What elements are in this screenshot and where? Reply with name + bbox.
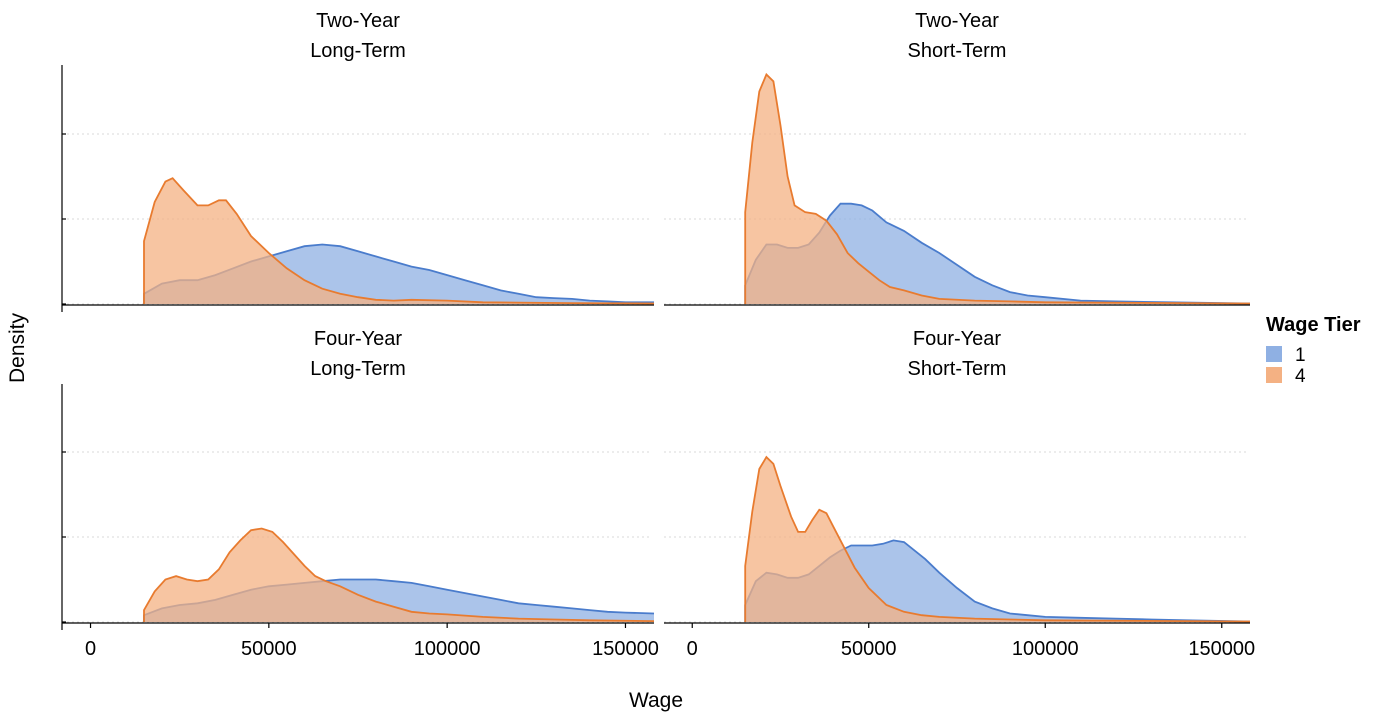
- panel-title-line2: Short-Term: [908, 358, 1007, 380]
- density-area-tier-4: [745, 75, 1250, 305]
- x-axis-title: Wage: [629, 689, 683, 712]
- legend-title: Wage Tier: [1266, 314, 1361, 336]
- x-tick-label: 0: [687, 638, 698, 660]
- panels-layer: Two-YearLong-TermTwo-YearShort-TermFour-…: [62, 10, 1255, 660]
- density-area-tier-4: [745, 457, 1250, 622]
- x-tick-label: 0: [85, 638, 96, 660]
- x-tick-label: 150000: [592, 638, 659, 660]
- panel-1: Two-Year Long-Term: [62, 10, 654, 312]
- x-tick-label: 50000: [241, 638, 297, 660]
- panel-2: Two-Year Short-Term: [664, 10, 1250, 305]
- legend-swatch-tier-4: [1266, 367, 1282, 383]
- legend-label-tier-4: 4: [1295, 366, 1306, 387]
- panel-3: Four-Year Long-Term 0 50000 100000 150000: [62, 328, 659, 660]
- x-tick-label: 100000: [1012, 638, 1079, 660]
- y-axis-title: Density: [6, 312, 29, 383]
- panel-title-line1: Two-Year: [316, 10, 400, 32]
- panel-title-line2: Long-Term: [310, 40, 406, 62]
- panel-title-line1: Four-Year: [314, 328, 403, 350]
- x-tick-label: 150000: [1188, 638, 1255, 660]
- legend: Wage Tier 1 4: [1266, 314, 1361, 387]
- panel-title-line1: Two-Year: [915, 10, 999, 32]
- panel-title-line2: Long-Term: [310, 358, 406, 380]
- x-tick-label: 50000: [841, 638, 897, 660]
- panel-title-line1: Four-Year: [913, 328, 1002, 350]
- x-tick-label: 100000: [414, 638, 481, 660]
- legend-label-tier-1: 1: [1295, 345, 1306, 366]
- panel-4: Four-Year Short-Term 0 50000 100000 150000: [664, 328, 1255, 660]
- panel-title-line2: Short-Term: [908, 40, 1007, 62]
- legend-swatch-tier-1: [1266, 346, 1282, 362]
